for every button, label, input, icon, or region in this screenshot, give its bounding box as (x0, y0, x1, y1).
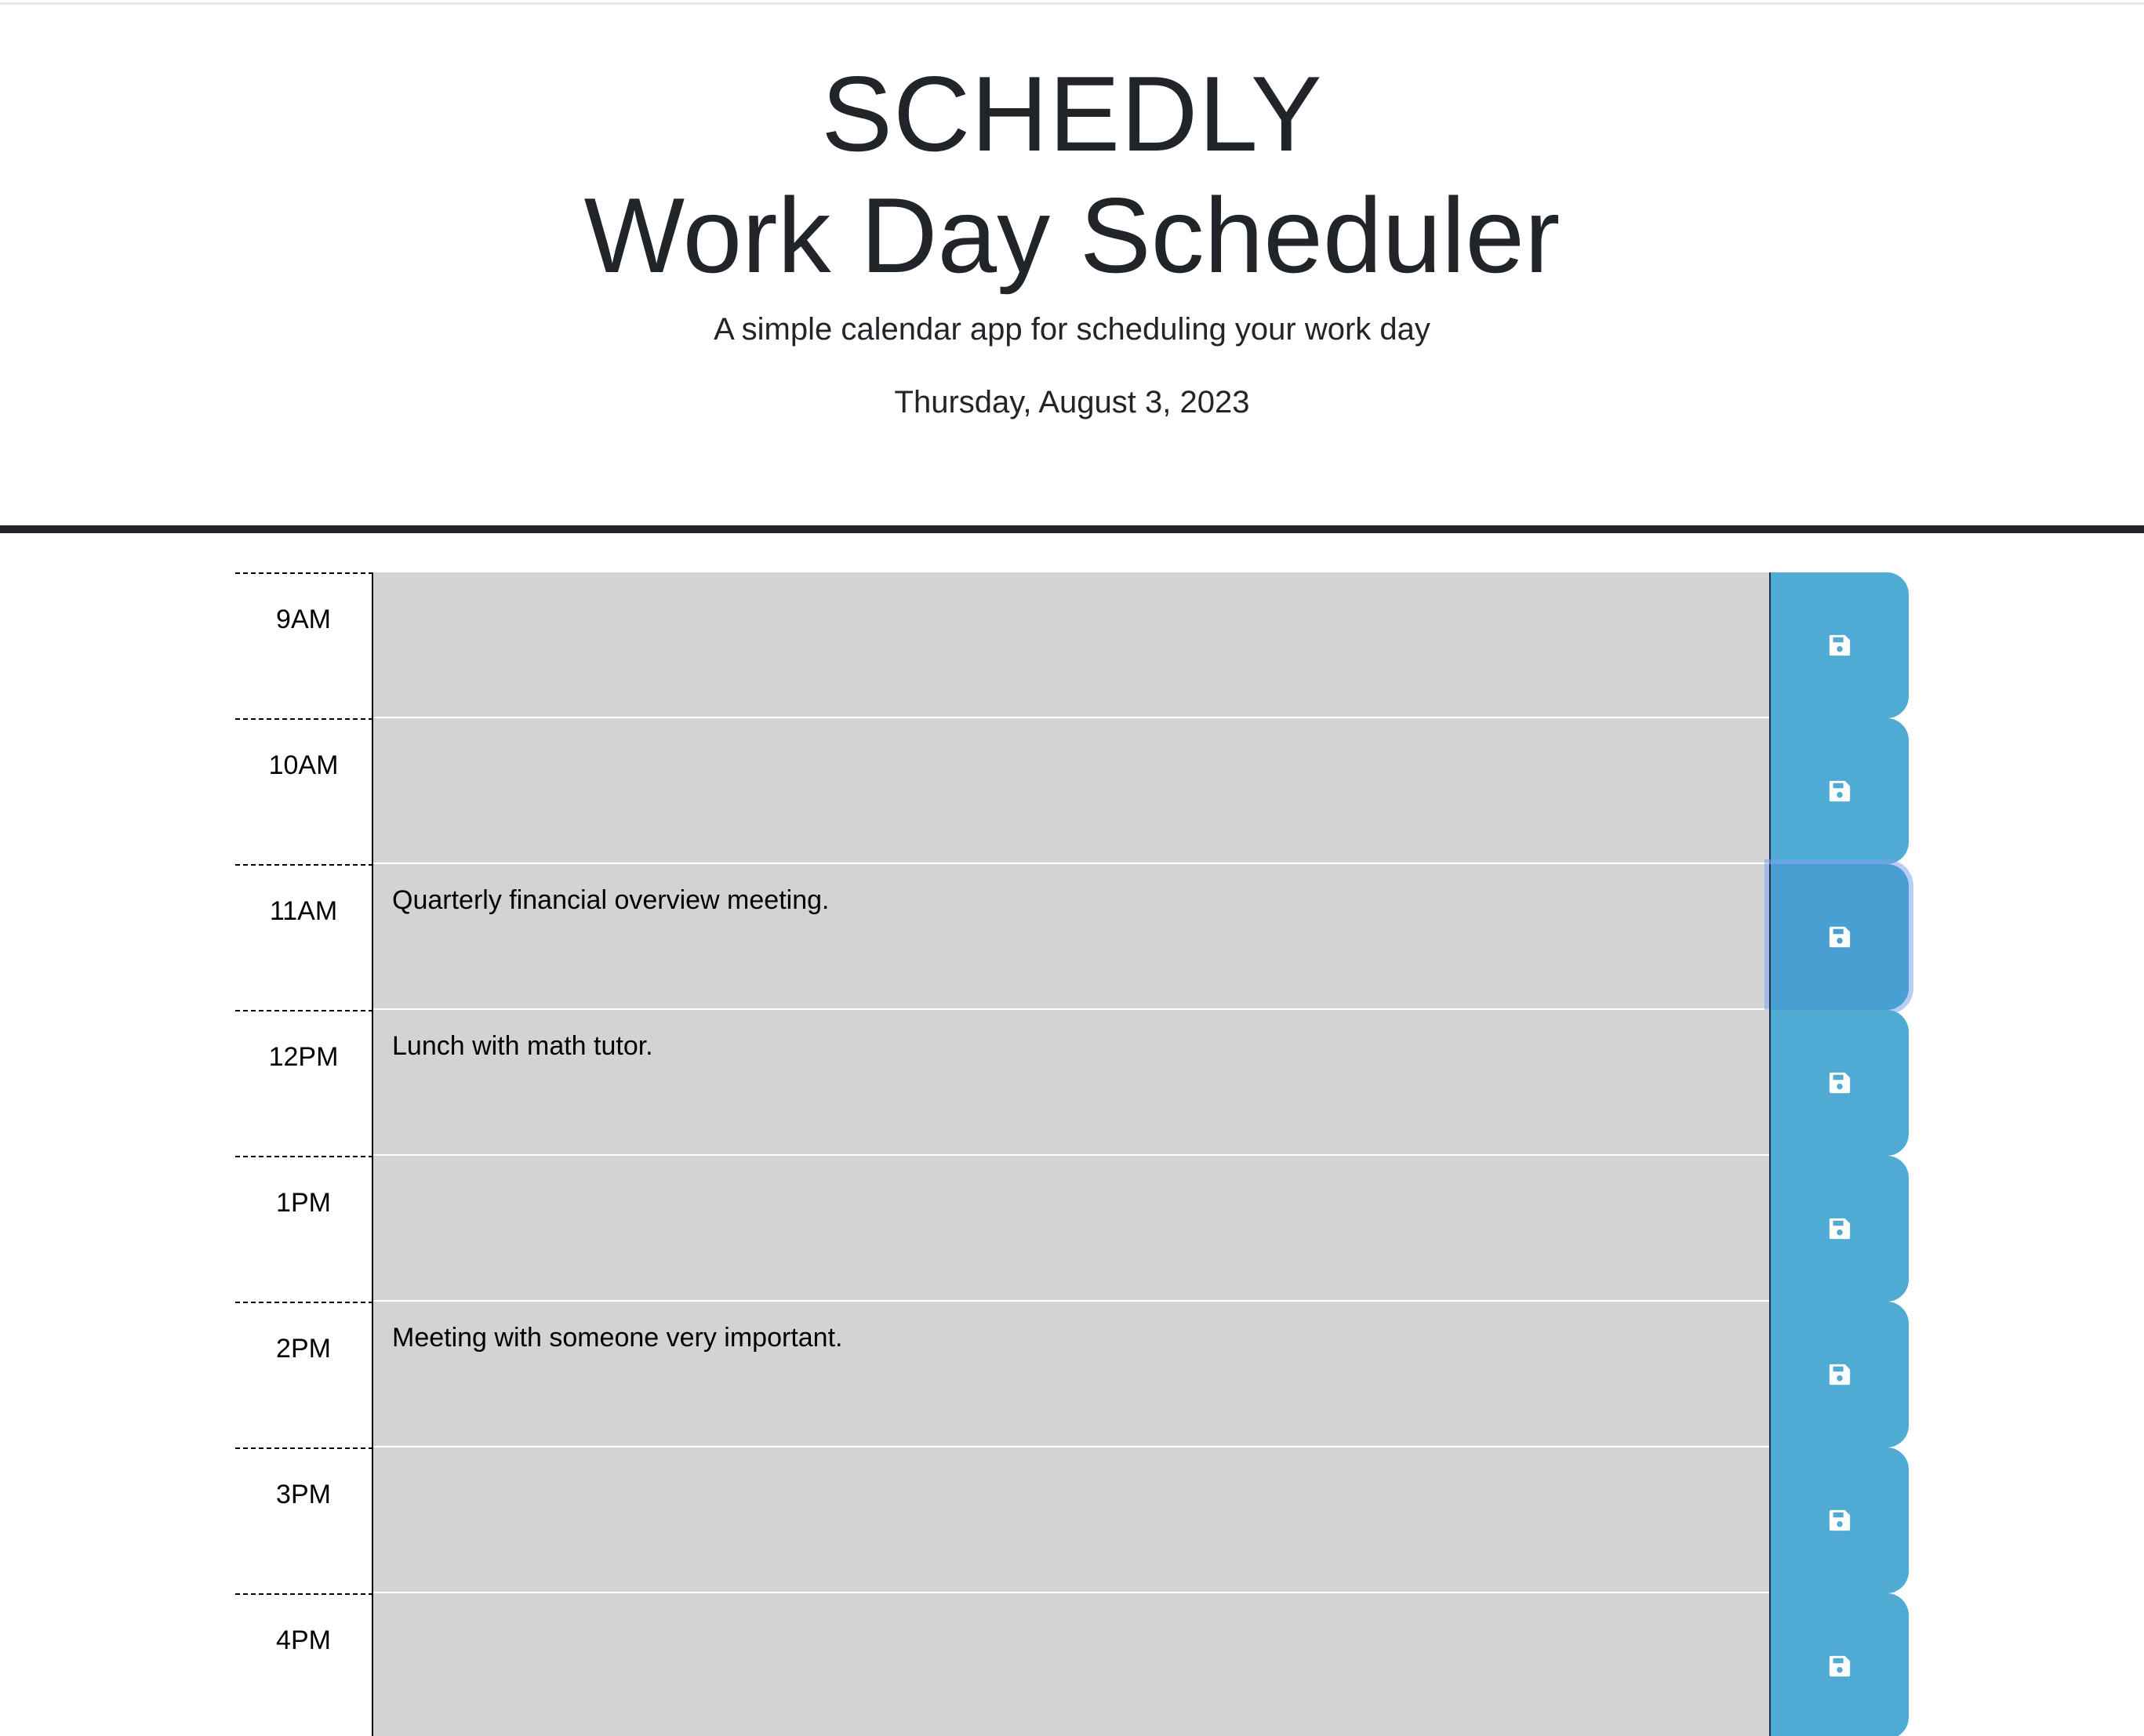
hour-label: 1PM (235, 1156, 373, 1302)
save-button[interactable] (1769, 1156, 1909, 1302)
time-block-row: 3PM (235, 1447, 1913, 1593)
app-header: SCHEDLY Work Day Scheduler A simple cale… (0, 0, 2144, 525)
save-button[interactable] (1769, 1447, 1909, 1593)
floppy-disk-icon (1829, 634, 1851, 656)
save-button[interactable] (1769, 864, 1909, 1010)
save-button[interactable] (1769, 718, 1909, 864)
hour-label: 10AM (235, 718, 373, 864)
page-title: Work Day Scheduler (583, 176, 1561, 295)
time-block-row: 12PM Lunch with math tutor. (235, 1010, 1913, 1156)
floppy-disk-icon (1829, 1072, 1851, 1094)
event-description-input[interactable] (373, 1593, 1769, 1736)
time-block-row: 9AM (235, 572, 1913, 718)
event-description-input[interactable]: Lunch with math tutor. (373, 1010, 1769, 1156)
floppy-disk-icon (1829, 780, 1851, 802)
floppy-disk-icon (1829, 1218, 1851, 1240)
header-border (0, 525, 2144, 533)
hour-label: 11AM (235, 864, 373, 1010)
event-description-input[interactable]: Quarterly financial overview meeting. (373, 864, 1769, 1010)
time-block-row: 1PM (235, 1156, 1913, 1302)
hour-label: 2PM (235, 1302, 373, 1447)
schedule-container: 9AM 10AM 11AM Quarterly financial overvi… (235, 572, 1913, 1736)
time-block-row: 4PM (235, 1593, 1913, 1736)
hour-label: 4PM (235, 1593, 373, 1736)
floppy-disk-icon (1829, 1655, 1851, 1677)
floppy-disk-icon (1829, 1509, 1851, 1531)
app-description: A simple calendar app for scheduling you… (714, 312, 1430, 347)
floppy-disk-icon (1829, 926, 1851, 948)
save-button[interactable] (1769, 1302, 1909, 1447)
save-button[interactable] (1769, 1010, 1909, 1156)
event-description-input[interactable] (373, 1156, 1769, 1302)
time-block-row: 2PM Meeting with someone very important. (235, 1302, 1913, 1447)
time-block-row: 11AM Quarterly financial overview meetin… (235, 864, 1913, 1010)
event-description-input[interactable]: Meeting with someone very important. (373, 1302, 1769, 1447)
event-description-input[interactable] (373, 1447, 1769, 1593)
event-description-input[interactable] (373, 572, 1769, 718)
event-description-input[interactable] (373, 718, 1769, 864)
hour-label: 9AM (235, 572, 373, 718)
hour-label: 12PM (235, 1010, 373, 1156)
floppy-disk-icon (1829, 1364, 1851, 1386)
app-name: SCHEDLY (821, 54, 1323, 173)
current-day: Thursday, August 3, 2023 (894, 385, 1250, 419)
save-button[interactable] (1769, 1593, 1909, 1736)
hour-label: 3PM (235, 1447, 373, 1593)
time-block-row: 10AM (235, 718, 1913, 864)
top-divider (0, 2, 2144, 5)
save-button[interactable] (1769, 572, 1909, 718)
